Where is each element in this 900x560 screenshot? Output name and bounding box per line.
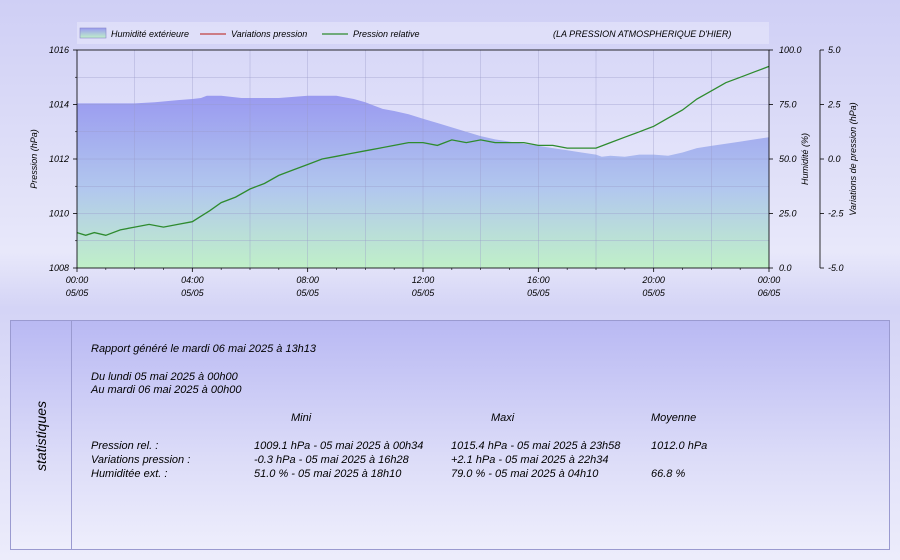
x-tick-label-date: 05/05 bbox=[412, 288, 436, 298]
x-tick-label-time: 00:00 bbox=[66, 275, 89, 285]
legend-box bbox=[77, 22, 769, 44]
x-tick-label-date: 05/05 bbox=[296, 288, 320, 298]
header-min: Mini bbox=[291, 412, 312, 424]
period-from: Du lundi 05 mai 2025 à 00h00 bbox=[91, 371, 238, 383]
y-left-tick-label: 1016 bbox=[49, 45, 69, 55]
chart: 1008 1010 1012 1014 1016 Pression (hPa) 0.0 25.… bbox=[29, 22, 858, 298]
x-tick-label-time: 00:00 bbox=[758, 275, 781, 285]
stats-panel: statistiques Rapport généré le mardi 06 … bbox=[10, 320, 890, 550]
legend-label-variation: Variations pression bbox=[231, 29, 307, 39]
row-humidity-label: Humiditée ext. : bbox=[91, 468, 168, 480]
stats-side-title: statistiques bbox=[33, 400, 49, 472]
x-tick-label-time: 08:00 bbox=[296, 275, 319, 285]
y-left-tick-label: 1014 bbox=[49, 100, 69, 110]
x-tick-label-time: 12:00 bbox=[412, 275, 435, 285]
header-avg: Moyenne bbox=[651, 412, 697, 424]
y-right2-tick-label: 2.5 bbox=[827, 100, 842, 110]
row-pressure-max: 1015.4 hPa - 05 mai 2025 à 23h58 bbox=[451, 440, 621, 452]
y-right1-tick-label: 25.0 bbox=[778, 209, 797, 219]
pressure-line-series bbox=[76, 65, 770, 236]
period-to: Au mardi 06 mai 2025 à 00h00 bbox=[91, 384, 242, 396]
row-variation-min: -0.3 hPa - 05 mai 2025 à 16h28 bbox=[254, 454, 409, 466]
y-right2-tick-label: 5.0 bbox=[828, 45, 841, 55]
legend-swatch-humidity bbox=[79, 27, 107, 39]
y-right1-axis-label: Humidité (%) bbox=[800, 133, 810, 185]
chart-title: (LA PRESSION ATMOSPHERIQUE D'HIER) bbox=[553, 29, 731, 39]
row-pressure-min: 1009.1 hPa - 05 mai 2025 à 00h34 bbox=[254, 440, 424, 452]
y-right1-tick-label: 100.0 bbox=[779, 45, 802, 55]
y-right2-axis-label: Variations de pression (hPa) bbox=[848, 102, 858, 215]
y-left-tick-label: 1010 bbox=[49, 209, 69, 219]
x-tick-label-date: 06/05 bbox=[758, 288, 782, 298]
row-pressure-avg: 1012.0 hPa bbox=[651, 440, 708, 452]
y-left-axis-label: Pression (hPa) bbox=[29, 129, 39, 189]
row-humidity-min: 51.0 % - 05 mai 2025 à 18h10 bbox=[254, 468, 402, 480]
report-text: Rapport généré le mardi 06 mai 2025 à 13… bbox=[91, 343, 317, 355]
y-right2-tick-label: 0.0 bbox=[828, 154, 841, 164]
header-max: Maxi bbox=[491, 412, 515, 424]
x-tick-label-time: 16:00 bbox=[527, 275, 550, 285]
x-tick-label-date: 05/05 bbox=[66, 288, 90, 298]
row-variation-label: Variations pression : bbox=[91, 454, 191, 466]
y-right1-tick-label: 0.0 bbox=[779, 263, 792, 273]
x-tick-label-time: 04:00 bbox=[181, 275, 204, 285]
x-tick-label-time: 20:00 bbox=[641, 275, 665, 285]
y-right1-tick-label: 75.0 bbox=[779, 100, 797, 110]
y-right2-tick-label: -2.5 bbox=[828, 209, 845, 219]
x-tick-label-date: 05/05 bbox=[642, 288, 666, 298]
x-tick-label-date: 05/05 bbox=[527, 288, 551, 298]
legend-label-humidity: Humidité extérieure bbox=[111, 29, 189, 39]
legend-label-pressure: Pression relative bbox=[353, 29, 420, 39]
stats-side: statistiques bbox=[11, 321, 72, 549]
y-right2-tick-label: -5.0 bbox=[828, 263, 844, 273]
row-humidity-avg: 66.8 % bbox=[651, 468, 686, 480]
y-left-tick-label: 1008 bbox=[49, 263, 69, 273]
row-variation-max: +2.1 hPa - 05 mai 2025 à 22h34 bbox=[451, 454, 609, 466]
y-right1-tick-label: 50.0 bbox=[779, 154, 797, 164]
y-left-tick-label: 1012 bbox=[49, 154, 69, 164]
row-humidity-max: 79.0 % - 05 mai 2025 à 04h10 bbox=[451, 468, 599, 480]
row-pressure-label: Pression rel. : bbox=[91, 440, 159, 452]
chart-svg: 1008 1010 1012 1014 1016 Pression (hPa) 0.0 25.… bbox=[29, 22, 858, 298]
x-tick-label-date: 05/05 bbox=[181, 288, 205, 298]
